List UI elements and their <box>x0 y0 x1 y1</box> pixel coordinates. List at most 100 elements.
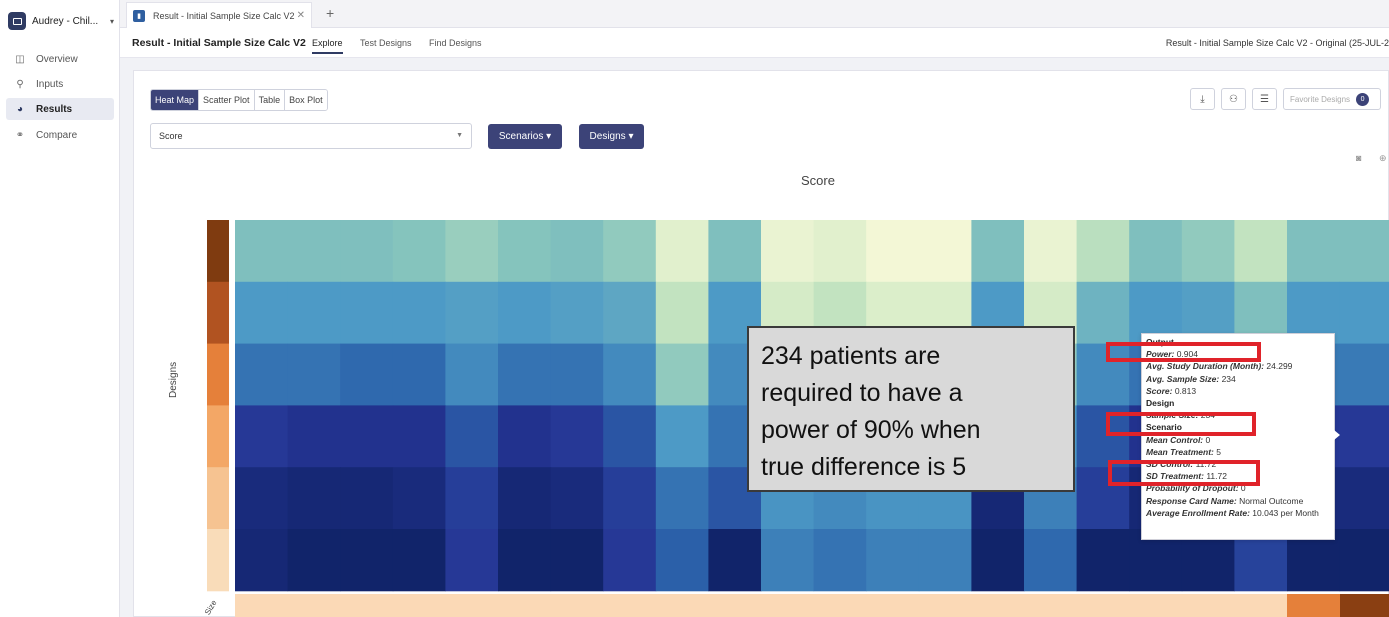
heatmap-cell[interactable] <box>655 281 709 345</box>
heatmap-cell[interactable] <box>1234 220 1288 283</box>
heatmap-cell[interactable] <box>498 343 552 406</box>
zoom-icon[interactable]: ⊕ <box>1379 153 1387 163</box>
heatmap-cell[interactable] <box>971 220 1025 283</box>
heatmap-cell[interactable] <box>445 281 499 345</box>
heatmap-cell[interactable] <box>1339 343 1389 406</box>
heatmap-cell[interactable] <box>235 343 289 406</box>
sidebar-item-compare[interactable]: ⚭ Compare <box>6 124 114 146</box>
heatmap-cell[interactable] <box>603 467 657 530</box>
heatmap-cell[interactable] <box>340 281 394 345</box>
heatmap-cell[interactable] <box>498 281 552 345</box>
heatmap-cell[interactable] <box>235 467 289 530</box>
heatmap-cell[interactable] <box>1024 220 1078 283</box>
heatmap-cell[interactable] <box>708 529 762 592</box>
heatmap-cell[interactable] <box>1339 281 1389 345</box>
heatmap-cell[interactable] <box>1339 529 1389 592</box>
heatmap-cell[interactable] <box>971 529 1025 592</box>
heatmap-cell[interactable] <box>287 281 341 345</box>
favorite-designs-button[interactable]: Favorite Designs 0 <box>1283 88 1381 110</box>
heatmap-cell[interactable] <box>340 220 394 283</box>
heatmap-cell[interactable] <box>550 281 604 345</box>
designs-button[interactable]: Designs ▾ <box>579 124 644 149</box>
heatmap-cell[interactable] <box>655 405 709 468</box>
tab-find-designs[interactable]: Find Designs <box>429 38 482 48</box>
heatmap-cell[interactable] <box>813 220 867 283</box>
heatmap-cell[interactable] <box>498 220 552 283</box>
heatmap-cell[interactable] <box>1129 220 1183 283</box>
heatmap-cell[interactable] <box>340 529 394 592</box>
heatmap-cell[interactable] <box>655 467 709 530</box>
heatmap-cell[interactable] <box>235 529 289 592</box>
heatmap-cell[interactable] <box>498 405 552 468</box>
heatmap-cell[interactable] <box>603 405 657 468</box>
heatmap-cell[interactable] <box>603 220 657 283</box>
heatmap-cell[interactable] <box>1024 529 1078 592</box>
heatmap-cell[interactable] <box>550 467 604 530</box>
scenarios-button[interactable]: Scenarios ▾ <box>488 124 562 149</box>
heatmap-cell[interactable] <box>1076 467 1130 530</box>
heatmap-cell[interactable] <box>1339 405 1389 468</box>
heatmap-cell[interactable] <box>866 529 920 592</box>
heatmap-cell[interactable] <box>445 220 499 283</box>
tab-explore[interactable]: Explore <box>312 38 343 54</box>
heatmap-cell[interactable] <box>287 467 341 530</box>
close-icon[interactable]: ✕ <box>296 10 305 21</box>
heatmap-cell[interactable] <box>550 220 604 283</box>
heatmap-cell[interactable] <box>445 529 499 592</box>
heatmap-cell[interactable] <box>445 343 499 406</box>
heatmap-cell[interactable] <box>918 529 972 592</box>
heatmap-cell[interactable] <box>392 405 446 468</box>
heatmap-cell[interactable] <box>235 220 289 283</box>
heatmap-cell[interactable] <box>235 281 289 345</box>
heatmap-cell[interactable] <box>1287 220 1341 283</box>
heatmap-cell[interactable] <box>603 529 657 592</box>
heatmap-cell[interactable] <box>392 220 446 283</box>
filter-settings-button[interactable]: ☰ <box>1252 88 1277 110</box>
heatmap-cell[interactable] <box>655 343 709 406</box>
heatmap-cell[interactable] <box>550 343 604 406</box>
heatmap-cell[interactable] <box>761 529 815 592</box>
people-button[interactable]: ⚇ <box>1221 88 1246 110</box>
heatmap-cell[interactable] <box>498 529 552 592</box>
view-heat-map[interactable]: Heat Map <box>151 90 200 110</box>
heatmap-cell[interactable] <box>1076 343 1130 406</box>
metric-select[interactable]: Score ▼ <box>150 123 472 149</box>
tab-result[interactable]: ▮ Result - Initial Sample Size Calc V2 ✕ <box>126 2 312 28</box>
tab-test-designs[interactable]: Test Designs <box>360 38 412 48</box>
heatmap-cell[interactable] <box>340 405 394 468</box>
project-switcher[interactable]: Audrey - Chil... ▾ <box>8 9 114 33</box>
heatmap-cell[interactable] <box>392 281 446 345</box>
view-table[interactable]: Table <box>254 90 286 110</box>
heatmap-cell[interactable] <box>761 220 815 283</box>
heatmap-cell[interactable] <box>655 529 709 592</box>
heatmap-cell[interactable] <box>1076 281 1130 345</box>
heatmap-cell[interactable] <box>918 220 972 283</box>
heatmap-cell[interactable] <box>1076 220 1130 283</box>
heatmap-cell[interactable] <box>392 467 446 530</box>
heatmap-cell[interactable] <box>708 220 762 283</box>
heatmap-cell[interactable] <box>445 405 499 468</box>
heatmap-cell[interactable] <box>550 405 604 468</box>
view-scatter-plot[interactable]: Scatter Plot <box>199 90 255 110</box>
heatmap-cell[interactable] <box>603 343 657 406</box>
heatmap-cell[interactable] <box>235 405 289 468</box>
heatmap-cell[interactable] <box>866 220 920 283</box>
view-box-plot[interactable]: Box Plot <box>285 90 327 110</box>
heatmap-cell[interactable] <box>445 467 499 530</box>
heatmap-cell[interactable] <box>392 343 446 406</box>
heatmap-cell[interactable] <box>813 529 867 592</box>
heatmap-cell[interactable] <box>287 343 341 406</box>
sidebar-item-overview[interactable]: ◫ Overview <box>6 48 114 70</box>
heatmap-cell[interactable] <box>287 529 341 592</box>
heatmap-cell[interactable] <box>603 281 657 345</box>
heatmap-cell[interactable] <box>1339 467 1389 530</box>
heatmap-cell[interactable] <box>550 529 604 592</box>
heatmap-cell[interactable] <box>1339 220 1389 283</box>
sidebar-item-results[interactable]: ◕ Results <box>6 98 114 120</box>
heatmap-cell[interactable] <box>655 220 709 283</box>
sidebar-item-inputs[interactable]: ⚲ Inputs <box>6 73 114 95</box>
heatmap-cell[interactable] <box>498 467 552 530</box>
heatmap-cell[interactable] <box>1076 529 1130 592</box>
heatmap-cell[interactable] <box>340 467 394 530</box>
heatmap-cell[interactable] <box>287 405 341 468</box>
